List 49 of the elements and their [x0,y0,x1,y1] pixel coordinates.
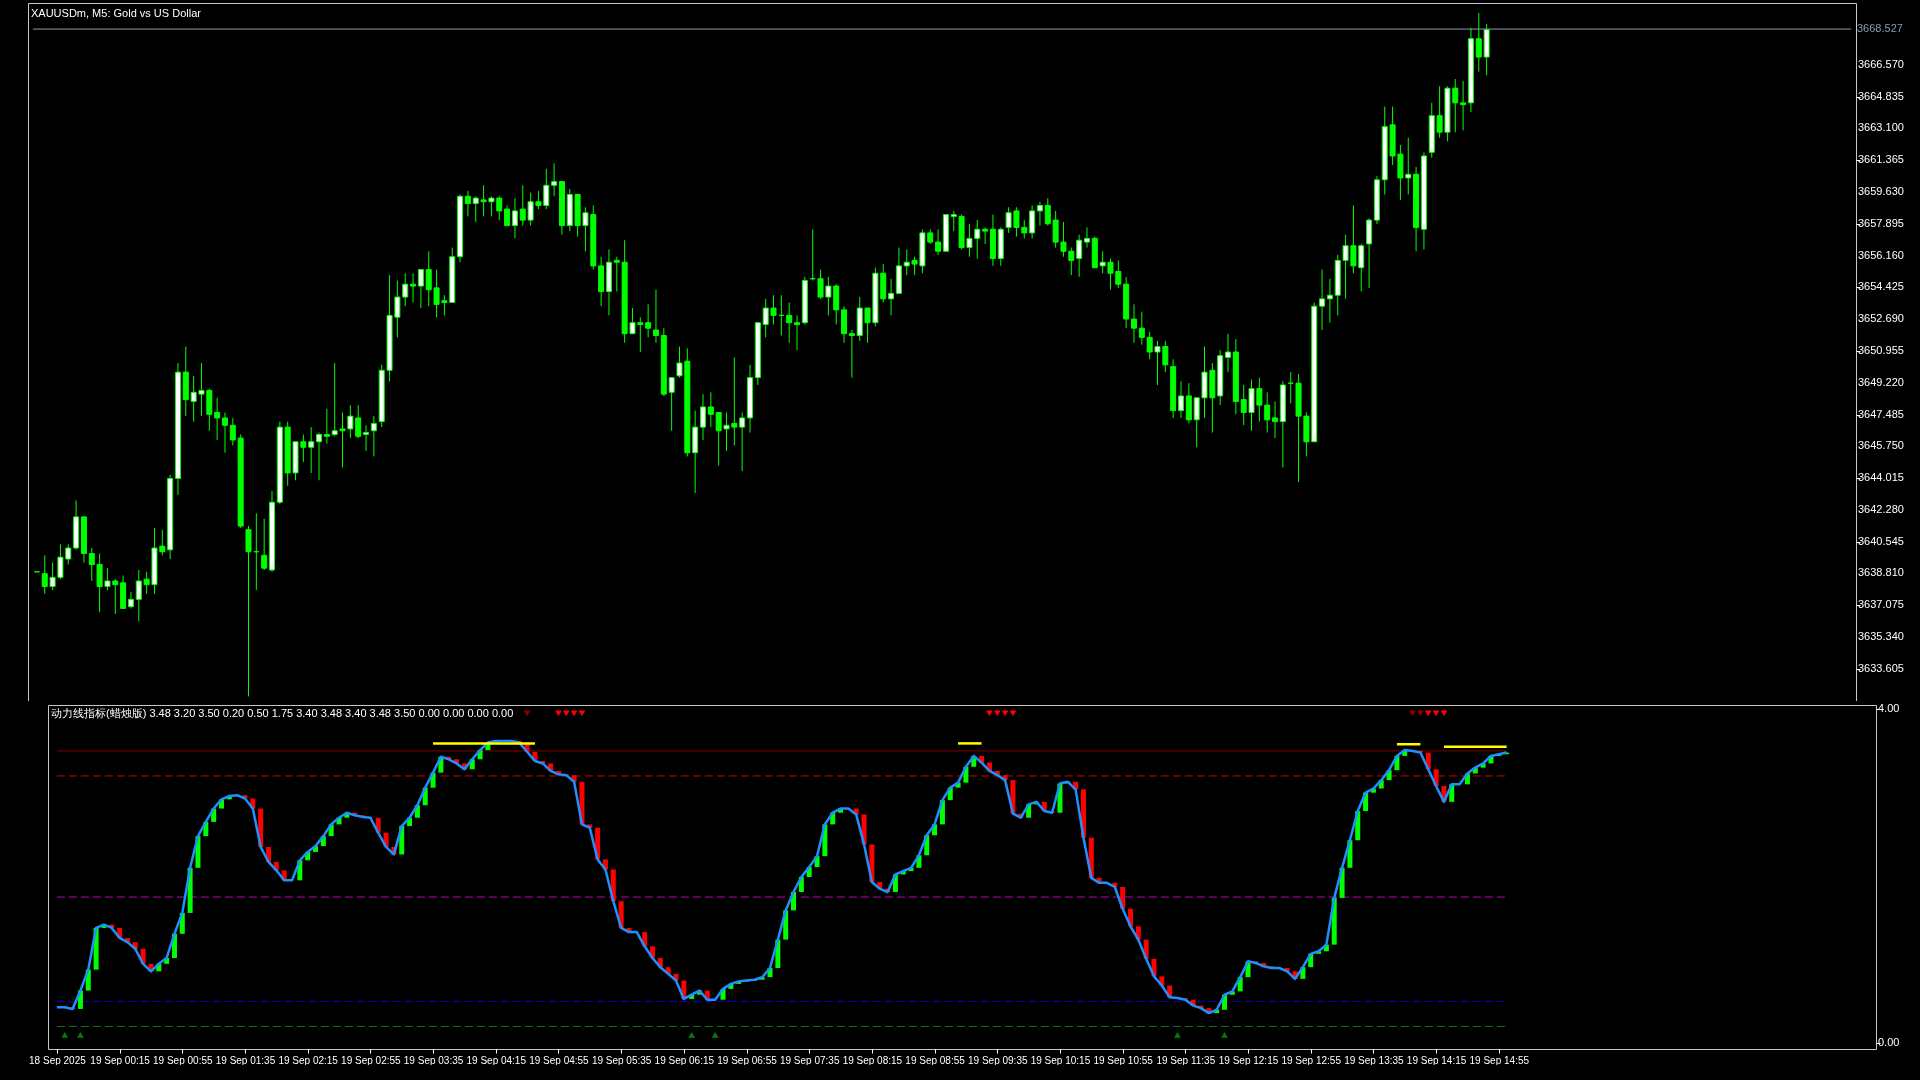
y-tick-label: 3650.955 [1858,343,1904,356]
y-tick-label: 3657.895 [1858,216,1904,229]
x-tick-label: 19 Sep 06:15 [654,1054,715,1066]
y-tick-label: 3656.160 [1858,248,1904,261]
y-tick-label: 3640.545 [1858,534,1904,547]
x-tick-label: 19 Sep 02:15 [278,1054,339,1066]
x-tick-label: 19 Sep 03:35 [403,1054,464,1066]
x-tick-label: 19 Sep 04:15 [466,1054,527,1066]
x-tick-label: 19 Sep 04:55 [529,1054,590,1066]
y-tick-label: 3649.220 [1858,375,1904,388]
x-tick-label: 19 Sep 07:35 [779,1054,840,1066]
y-tick-label: 3664.835 [1858,89,1904,102]
x-tick-label: 19 Sep 02:55 [341,1054,402,1066]
chart-title: 动力线指标(蜡烛版) 3.48 3.20 3.50 0.20 0.50 1.75 3.40 3.48 3.40 3.48 3.50 0.00 0.00 0.00 0.00 [51,707,514,720]
y-tick-label: 3663.100 [1858,121,1904,134]
y-tick-label: 3638.810 [1858,566,1904,579]
x-tick-label: 19 Sep 01:35 [215,1054,276,1066]
x-tick-label: 19 Sep 14:55 [1469,1054,1530,1066]
x-tick-label: 19 Sep 00:55 [153,1054,213,1066]
y-tick-label: 3642.280 [1858,502,1904,515]
x-tick-label: 19 Sep 11:35 [1156,1054,1216,1066]
x-tick-label: 19 Sep 10:15 [1030,1054,1091,1066]
y-tick-label: 3635.340 [1858,630,1904,643]
y-tick-label: 3652.690 [1858,312,1904,325]
x-tick-label: 18 Sep 2025 [29,1054,87,1066]
y-tick-label: 3659.630 [1858,185,1904,198]
x-tick-label: 19 Sep 06:55 [717,1054,778,1066]
x-tick-label: 19 Sep 09:35 [968,1054,1028,1066]
y-tick-label: 3644.015 [1858,471,1904,484]
x-tick-label: 19 Sep 12:55 [1281,1054,1342,1066]
x-tick-label: 19 Sep 08:55 [905,1054,966,1066]
x-tick-label: 19 Sep 08:15 [842,1054,903,1066]
y-tick-label: 0.00 [1878,1036,1900,1049]
y-tick-label: 3645.750 [1858,439,1904,452]
x-tick-label: 19 Sep 00:15 [90,1054,151,1066]
y-tick-label: 3633.605 [1858,661,1904,674]
y-tick-label: 3637.075 [1858,598,1904,611]
y-tick-label: 3654.425 [1858,280,1904,293]
y-tick-label: 3666.570 [1858,57,1904,70]
x-tick-label: 19 Sep 13:35 [1344,1054,1405,1066]
x-tick-label: 19 Sep 05:35 [591,1054,652,1066]
x-tick-label: 19 Sep 12:15 [1218,1054,1279,1066]
chart-title: XAUUSDm, M5: Gold vs US Dollar [31,7,202,19]
y-tick-label: 4.00 [1878,702,1900,715]
ref-line-label: 3668.527 [1857,22,1903,35]
y-tick-label: 3647.485 [1858,407,1904,420]
y-tick-label: 3661.365 [1858,153,1904,166]
x-tick-label: 19 Sep 14:15 [1406,1054,1467,1066]
x-tick-label: 19 Sep 10:55 [1093,1054,1154,1066]
